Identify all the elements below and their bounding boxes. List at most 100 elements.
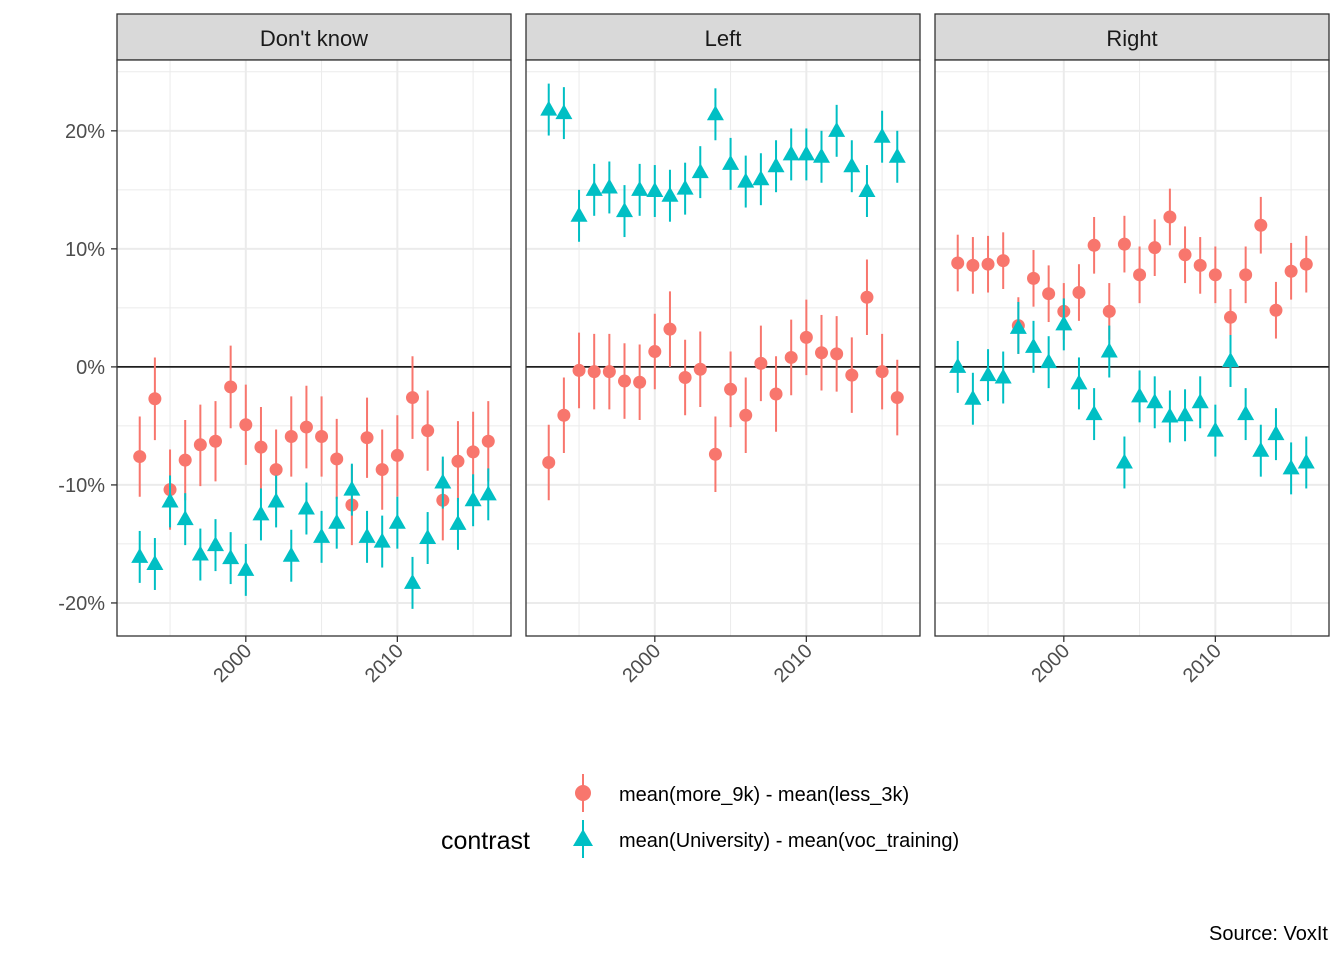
data-point [542, 455, 556, 469]
panel-right: Right 2000 2010 [934, 13, 1330, 687]
data-point [557, 408, 571, 422]
data-point [178, 453, 192, 467]
data-point [191, 545, 209, 561]
panel-border [934, 59, 1330, 637]
data-point [313, 527, 331, 543]
data-point [239, 418, 253, 432]
data-point [406, 391, 419, 405]
data-point [996, 254, 1010, 268]
data-point [722, 154, 740, 170]
data-point [146, 555, 164, 570]
data-point [133, 450, 147, 464]
data-point [1254, 218, 1268, 232]
legend-label-series-2: mean(University) - mean(voc_training) [619, 830, 959, 852]
data-point [148, 392, 162, 406]
data-point [860, 290, 874, 304]
data-point [1146, 393, 1164, 409]
strip-label: Don't know [260, 26, 368, 51]
panel-don-t-know: Don't know 2000 2010 [116, 13, 512, 687]
data-point [540, 100, 558, 116]
data-point [600, 178, 618, 194]
data-point [373, 532, 391, 548]
data-point [888, 147, 906, 163]
data-point [1284, 264, 1298, 278]
data-point [890, 391, 904, 405]
data-point [663, 322, 677, 336]
x-tick-label: 2010 [361, 640, 408, 687]
data-point [873, 127, 891, 143]
data-point [343, 480, 361, 496]
data-point [631, 180, 649, 196]
data-point [358, 527, 376, 543]
data-point [1163, 210, 1177, 224]
data-point [131, 547, 149, 563]
data-point [979, 366, 997, 382]
y-tick-label: -20% [58, 593, 105, 615]
data-point [1115, 453, 1133, 469]
plot-background [526, 60, 920, 636]
strip-background [934, 13, 1330, 61]
data-point [602, 365, 616, 379]
data-point [1224, 310, 1237, 324]
data-point [752, 170, 770, 186]
data-point [1237, 405, 1255, 421]
data-point [616, 202, 633, 218]
plot-background [117, 60, 511, 636]
data-point [1025, 337, 1042, 353]
data-point [782, 145, 800, 161]
data-point [1193, 258, 1207, 272]
data-point [451, 454, 465, 468]
data-point [252, 505, 270, 521]
data-point [464, 491, 482, 507]
data-point [1102, 304, 1116, 318]
legend-key-series-2 [573, 820, 593, 858]
series-2-marks [131, 456, 497, 609]
panel-border [116, 59, 512, 637]
data-point [449, 514, 467, 530]
data-point [388, 513, 406, 529]
data-point [267, 492, 285, 508]
data-point [661, 186, 679, 202]
data-point [1131, 387, 1149, 403]
data-point [421, 424, 435, 438]
data-point [784, 350, 798, 364]
data-point [269, 463, 283, 477]
data-point [224, 380, 238, 394]
data-point [282, 546, 300, 562]
facet-panels: Don't know 2000 2010 Left 2000 2010 Right 2000 2… [116, 13, 1330, 687]
data-point [1267, 425, 1285, 441]
plot-background [935, 60, 1329, 636]
data-point [754, 356, 768, 370]
data-point [587, 365, 601, 379]
data-point [1176, 406, 1194, 422]
data-point [479, 485, 497, 501]
data-point [875, 365, 889, 379]
data-point [769, 387, 783, 401]
data-point [1087, 238, 1101, 252]
data-point [676, 179, 694, 195]
series-2-marks [540, 83, 906, 242]
data-point [328, 513, 346, 529]
data-point [1148, 241, 1162, 255]
data-point [981, 257, 995, 271]
data-point [297, 499, 315, 515]
y-tick-label: 10% [65, 239, 105, 261]
data-point [570, 206, 588, 222]
data-point [390, 448, 404, 462]
data-point [572, 363, 586, 377]
data-point [966, 258, 980, 272]
panel-border [525, 59, 921, 637]
data-point [209, 434, 222, 448]
data-point [1055, 315, 1073, 331]
data-point [1027, 271, 1040, 285]
data-point [466, 445, 480, 459]
y-tick-label: 20% [65, 121, 105, 143]
data-point [1282, 459, 1300, 475]
panel-left: Left 2000 2010 [525, 13, 921, 687]
data-point [845, 368, 859, 382]
data-point [1297, 453, 1315, 469]
data-point [1042, 287, 1056, 301]
data-point [1133, 268, 1147, 282]
data-point [1072, 286, 1086, 300]
strip-label: Left [705, 26, 742, 51]
